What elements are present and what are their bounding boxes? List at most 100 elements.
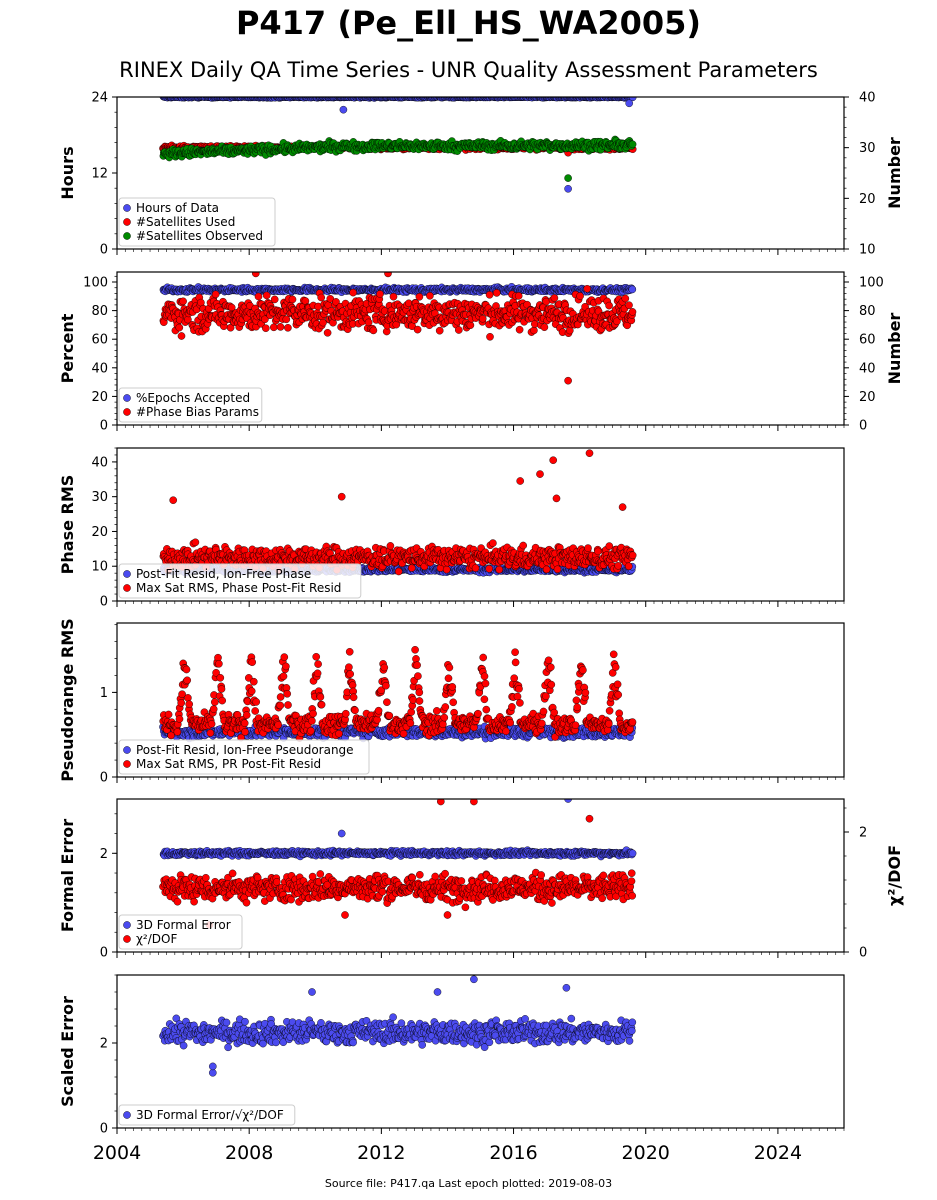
data-point: [282, 315, 291, 324]
data-point: [550, 294, 559, 302]
data-points: [159, 272, 637, 385]
y2-tick-label: 30: [859, 141, 876, 156]
data-point: [284, 323, 292, 332]
data-point: [540, 323, 549, 332]
outlier-point: [564, 184, 572, 193]
data-point: [542, 297, 551, 306]
y-tick-label: 24: [91, 91, 108, 106]
y-tick-label: 0: [100, 419, 108, 434]
legend: %Epochs Accepted#Phase Bias Params: [118, 387, 263, 423]
y-tick-label: 20: [91, 390, 108, 405]
legend: Hours of Data#Satellites Used#Satellites…: [118, 197, 276, 247]
y-axis-label: Hours: [58, 146, 77, 199]
data-point: [442, 565, 451, 574]
y2-tick-label: 0: [859, 419, 867, 434]
data-point: [478, 314, 487, 323]
legend-label: %Epochs Accepted: [136, 391, 250, 405]
data-point: [407, 564, 416, 572]
legend-marker: [123, 394, 131, 402]
right-y-axis: 0 20 40 60 80 100: [844, 276, 884, 434]
panel-2: 020406080100Percent020406080100Number%Ep…: [58, 271, 904, 434]
data-point: [269, 323, 278, 332]
data-point: [323, 328, 332, 337]
x-axis: [116, 249, 845, 255]
data-point: [389, 292, 398, 301]
data-point: [211, 290, 220, 299]
data-point: [485, 290, 494, 299]
data-point: [628, 308, 637, 316]
y2-tick-label: 20: [859, 390, 876, 405]
data-points: [159, 449, 637, 577]
data-point: [376, 290, 384, 298]
data-point: [276, 323, 285, 331]
outlier-point: [564, 174, 572, 182]
data-point: [175, 323, 184, 332]
data-point: [515, 325, 524, 334]
data-point: [261, 324, 270, 333]
chart-subtitle: RINEX Daily QA Time Series - UNR Quality…: [119, 58, 818, 82]
data-point: [514, 292, 523, 300]
data-point: [349, 288, 357, 297]
data-point: [625, 301, 633, 310]
legend-label: #Satellites Used: [136, 215, 235, 229]
data-point: [288, 295, 297, 304]
data-point: [415, 292, 424, 301]
legend-marker: [123, 408, 131, 416]
legend-box: [118, 197, 276, 247]
series-2-points: [159, 272, 637, 385]
data-point: [254, 292, 263, 301]
legend-label: #Satellites Observed: [136, 229, 263, 243]
outlier-point: [339, 105, 348, 114]
left-y-axis: 0 20 40 60 80 100: [83, 276, 117, 434]
data-point: [435, 326, 444, 335]
data-point: [270, 295, 279, 304]
data-point: [486, 332, 494, 341]
y2-tick-label: 60: [859, 333, 876, 348]
data-point: [386, 542, 395, 550]
data-point: [179, 297, 187, 306]
data-point: [319, 318, 327, 327]
data-point: [426, 291, 434, 300]
data-point: [454, 326, 463, 334]
y2-tick-label: 100: [859, 276, 884, 291]
outlier-point: [384, 272, 392, 278]
data-point: [262, 291, 271, 300]
legend-label: #Phase Bias Params: [136, 405, 259, 419]
y2-tick-label: 40: [859, 361, 876, 376]
y2-tick-label: 40: [859, 91, 876, 106]
left-y-axis: 0 12 24: [91, 91, 117, 258]
legend-marker: [123, 218, 131, 226]
data-point: [261, 315, 269, 324]
data-point: [628, 140, 637, 149]
series-2-points: [159, 449, 637, 576]
data-point: [332, 298, 340, 306]
data-points: [159, 97, 637, 193]
chart-title: P417 (Pe_Ell_HS_WA2005): [235, 4, 702, 42]
data-point: [413, 325, 422, 334]
data-point: [369, 326, 378, 335]
y-tick-label: 80: [91, 304, 108, 319]
y-axis-label: Percent: [58, 313, 77, 383]
y-tick-label: 0: [100, 243, 108, 258]
data-point: [492, 289, 501, 297]
y2-axis-label: Number: [885, 137, 904, 209]
data-point: [621, 294, 630, 303]
y-tick-label: 100: [83, 276, 108, 291]
y-tick-label: 60: [91, 333, 108, 348]
data-point: [466, 321, 475, 330]
outlier-point: [564, 376, 572, 385]
y-tick-label: 40: [91, 361, 108, 376]
outlier-point: [625, 99, 634, 108]
data-point: [605, 301, 613, 310]
legend-marker: [123, 204, 131, 212]
data-point: [628, 285, 637, 294]
y2-tick-label: 80: [859, 304, 876, 319]
data-point: [576, 292, 584, 300]
y2-tick-label: 20: [859, 192, 876, 207]
y-tick-label: 12: [91, 167, 108, 182]
series-3-points: [159, 135, 637, 182]
data-point: [394, 567, 403, 576]
